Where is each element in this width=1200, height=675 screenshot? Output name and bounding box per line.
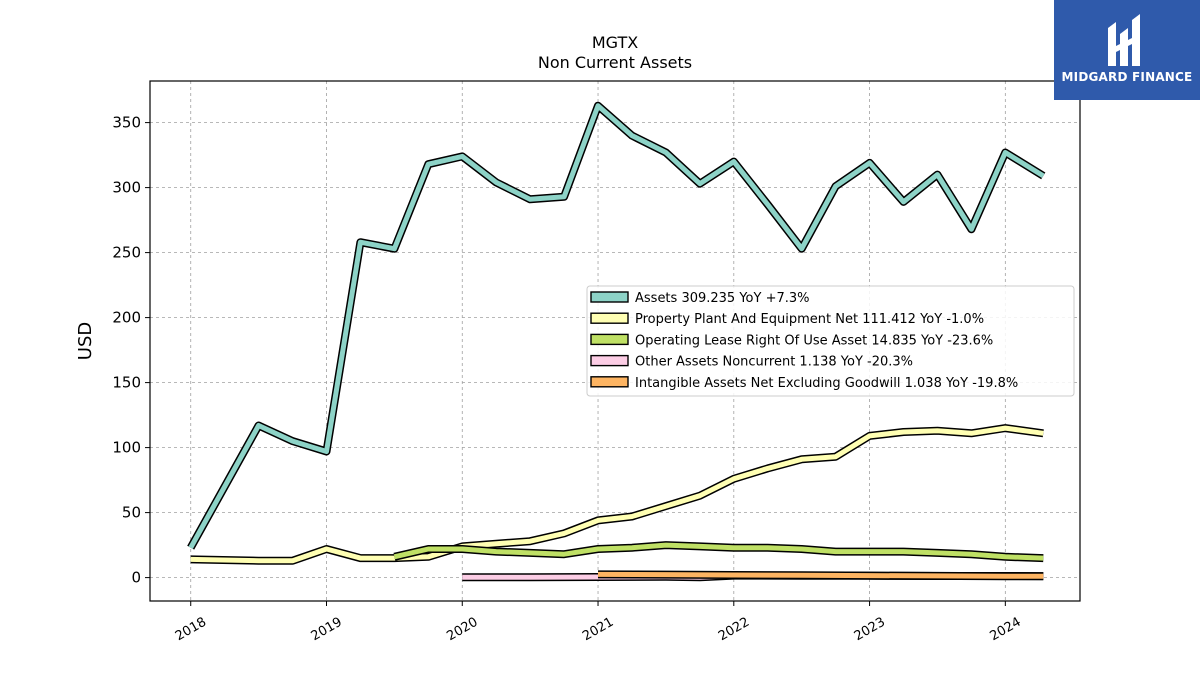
y-tick-label: 250 xyxy=(112,244,141,262)
legend-label: Property Plant And Equipment Net 111.412… xyxy=(635,312,984,327)
midgard-logo-icon xyxy=(1108,14,1140,66)
legend-box xyxy=(586,285,1075,397)
brand-logo: MIDGARD FINANCE xyxy=(1054,0,1200,100)
legend-label: Operating Lease Right Of Use Asset 14.83… xyxy=(635,333,993,348)
chart-title: MGTX xyxy=(592,33,638,52)
series-operating-lease-right-of-use-asset xyxy=(393,541,1044,563)
series-line xyxy=(188,103,1045,549)
legend: Assets 309.235 YoY +7.3% Property Plant A… xyxy=(586,285,1075,397)
y-tick-label: 300 xyxy=(112,179,141,197)
x-tick-label: 2024 xyxy=(987,615,1023,645)
series-assets xyxy=(187,101,1046,550)
series-layer xyxy=(187,101,1046,582)
series-property-plant-and-equipment-net xyxy=(190,424,1044,565)
chart-subtitle: Non Current Assets xyxy=(538,53,692,72)
series-line xyxy=(393,542,1044,561)
brand-name: MIDGARD FINANCE xyxy=(1061,70,1193,84)
series-intangible-assets-net-excluding-goodwill xyxy=(597,570,1044,581)
y-tick-label: 150 xyxy=(112,374,141,392)
series-line xyxy=(190,425,1044,564)
legend-swatch xyxy=(590,354,629,367)
legend-label: Assets 309.235 YoY +7.3% xyxy=(635,291,810,306)
y-tick-label: 100 xyxy=(112,439,141,457)
x-tick-label: 2018 xyxy=(173,615,209,645)
plot-frame xyxy=(149,80,1081,602)
x-tick-label: 2021 xyxy=(580,615,616,645)
x-tick-label: 2022 xyxy=(716,615,752,645)
y-tick-label: 350 xyxy=(112,114,141,132)
legend-swatch xyxy=(590,333,629,346)
legend-label: Intangible Assets Net Excluding Goodwill… xyxy=(635,376,1018,391)
legend-swatch xyxy=(590,291,629,303)
legend-label: Other Assets Noncurrent 1.138 YoY -20.3% xyxy=(635,355,913,370)
y-tick-label: 50 xyxy=(122,504,141,522)
legend-swatch xyxy=(590,312,629,324)
x-tick-label: 2019 xyxy=(309,615,345,645)
x-tick-label: 2020 xyxy=(444,615,480,645)
y-tick-label: 200 xyxy=(112,309,141,327)
legend-swatch xyxy=(590,376,629,388)
y-axis-label: USD xyxy=(75,322,96,360)
series-line xyxy=(597,571,1044,579)
y-tick-label: 0 xyxy=(131,569,141,587)
x-tick-label: 2023 xyxy=(852,615,888,645)
